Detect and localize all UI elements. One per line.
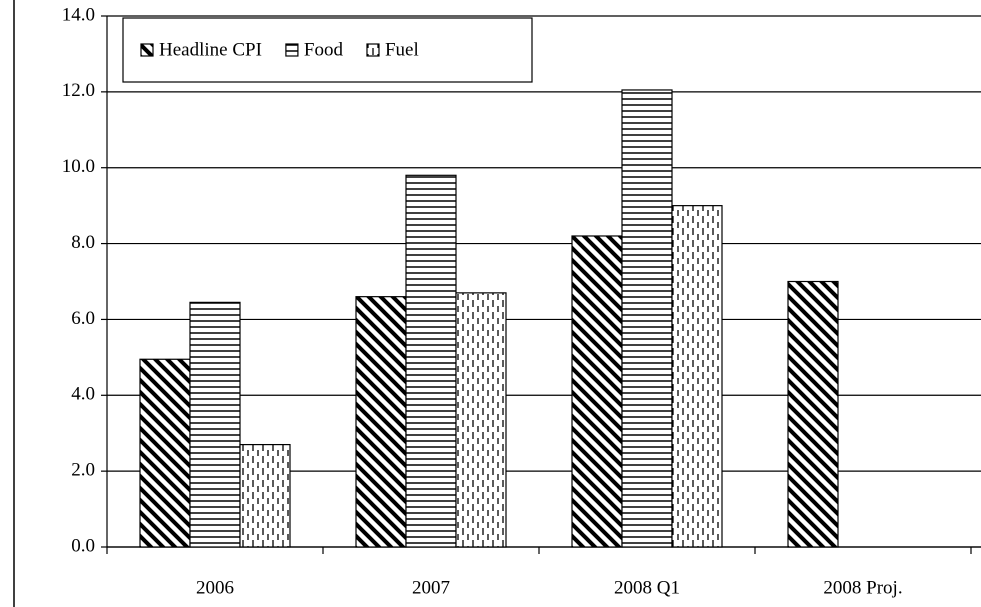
bar: [189, 301, 241, 548]
bar: [455, 292, 507, 548]
x-tick-label: 2008 Proj.: [823, 577, 902, 598]
y-tick-label: 12.0: [62, 80, 95, 101]
x-tick-label: 2007: [412, 577, 450, 598]
legend-label: Headline CPI: [159, 39, 262, 60]
x-tick-label: 2008 Q1: [614, 577, 680, 598]
legend-swatch: [285, 43, 299, 57]
bar: [355, 296, 407, 548]
bar: [239, 443, 291, 548]
bar: [671, 205, 723, 548]
bar: [787, 280, 839, 548]
y-tick-label: 10.0: [62, 156, 95, 177]
y-tick-label: 4.0: [71, 384, 95, 405]
y-tick-label: 6.0: [71, 308, 95, 329]
bar: [405, 174, 457, 548]
bar: [139, 358, 191, 548]
bar: [571, 235, 623, 548]
legend-label: Food: [304, 39, 344, 60]
y-tick-label: 14.0: [62, 4, 95, 25]
y-tick-label: 8.0: [71, 232, 95, 253]
legend-label: Fuel: [385, 39, 419, 60]
legend-swatch: [140, 43, 154, 57]
bar: [621, 89, 673, 548]
y-tick-label: 0.0: [71, 535, 95, 556]
x-tick-label: 2006: [196, 577, 234, 598]
legend-swatch: [366, 43, 380, 57]
legend-box: [122, 17, 533, 83]
y-tick-label: 2.0: [71, 460, 95, 481]
